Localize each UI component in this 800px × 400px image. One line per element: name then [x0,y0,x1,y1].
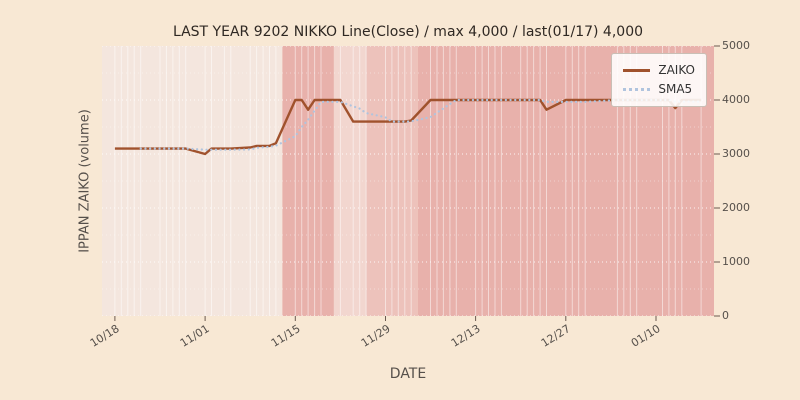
zaiko-line-sample [623,69,651,72]
y-tick-label: 1000 [722,255,750,268]
x-tick-label: 11/01 [178,322,212,350]
x-tick-label: 12/27 [538,322,573,350]
x-axis-label: DATE [389,366,427,382]
chart-title: LAST YEAR 9202 NIKKO Line(Close) / max 4… [172,24,644,40]
legend-item-zaiko: ZAIKO [623,61,695,80]
x-tick-label: 11/15 [268,322,303,350]
x-tick-label: 11/29 [358,322,393,350]
y-tick-label: 0 [722,309,729,322]
y-tick-label: 3000 [722,147,750,160]
legend-label-sma5: SMA5 [658,82,693,96]
y-tick-label: 4000 [722,93,750,106]
x-tick-label: 10/18 [88,322,122,350]
x-tick-label: 01/10 [629,322,663,350]
y-axis-label: IPPAN ZAIKO (volume) [77,109,93,253]
legend-item-sma5: SMA5 [623,80,695,99]
legend-label-zaiko: ZAIKO [658,63,695,77]
y-tick-label: 2000 [722,201,750,214]
x-tick-label: 12/13 [448,322,483,350]
plot-canvas [102,45,714,317]
plot-area [102,45,714,317]
y-tick-label: 5000 [722,39,750,52]
sma5-line-sample [623,88,651,91]
legend: ZAIKO SMA5 [611,53,707,107]
